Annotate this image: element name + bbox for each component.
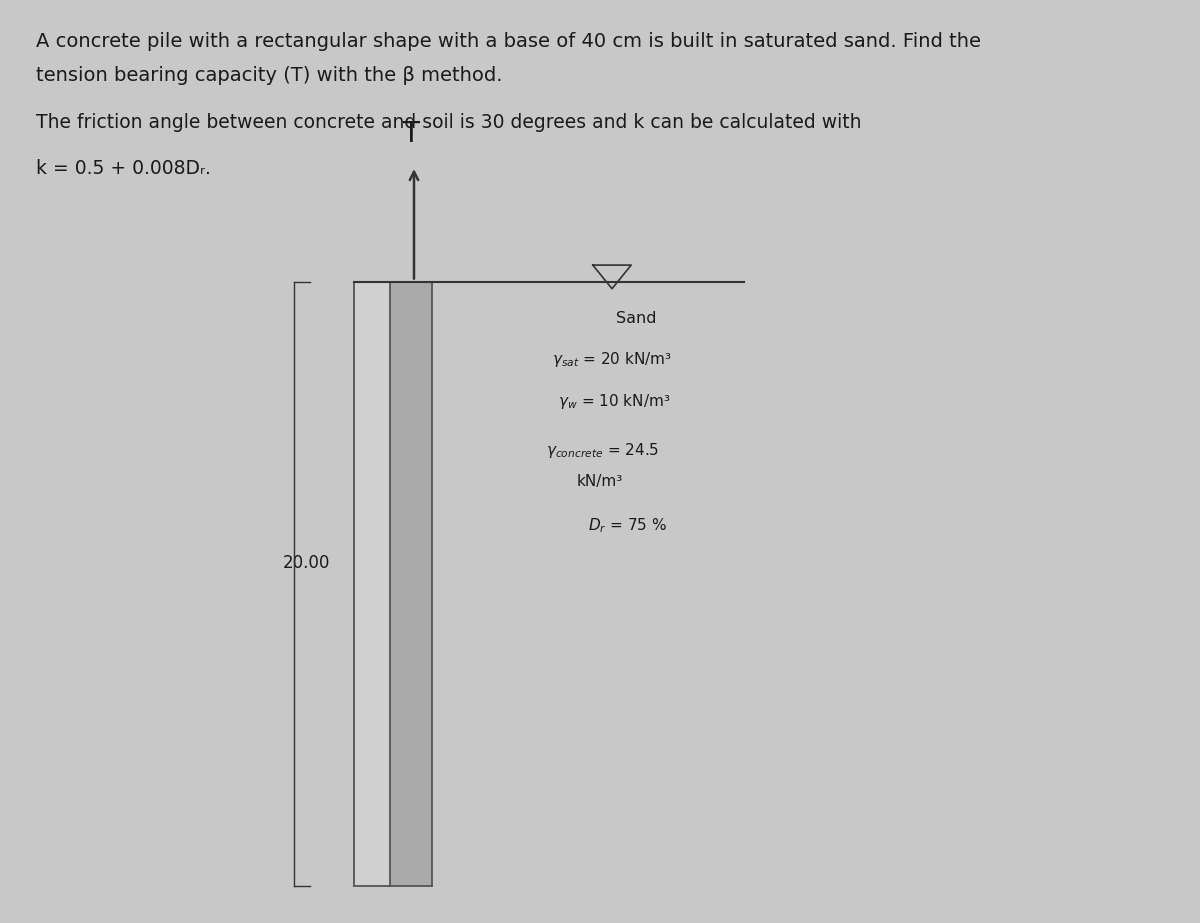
Text: Sand: Sand <box>616 311 656 326</box>
Bar <box>390 282 432 886</box>
Text: kN/m³: kN/m³ <box>577 474 623 489</box>
Text: T: T <box>402 120 419 148</box>
Text: $\gamma_w$ = 10 kN/m³: $\gamma_w$ = 10 kN/m³ <box>558 392 671 411</box>
Text: $D_r$ = 75 %: $D_r$ = 75 % <box>588 517 667 535</box>
Text: The friction angle between concrete and soil is 30 degrees and k can be calculat: The friction angle between concrete and … <box>36 113 862 132</box>
Text: tension bearing capacity (T) with the β method.: tension bearing capacity (T) with the β … <box>36 66 503 86</box>
Text: 20.00: 20.00 <box>282 554 330 572</box>
Text: $\gamma_{concrete}$ = 24.5: $\gamma_{concrete}$ = 24.5 <box>546 441 659 460</box>
Bar <box>354 282 390 886</box>
Text: k = 0.5 + 0.008Dᵣ.: k = 0.5 + 0.008Dᵣ. <box>36 159 211 178</box>
Text: $\gamma_{sat}$ = 20 kN/m³: $\gamma_{sat}$ = 20 kN/m³ <box>552 351 672 369</box>
Text: A concrete pile with a rectangular shape with a base of 40 cm is built in satura: A concrete pile with a rectangular shape… <box>36 32 982 52</box>
